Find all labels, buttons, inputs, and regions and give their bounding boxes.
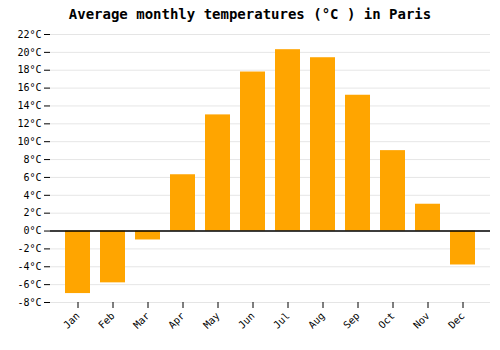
svg-text:18°C: 18°C bbox=[17, 64, 41, 75]
svg-text:0°C: 0°C bbox=[23, 225, 41, 236]
svg-text:6°C: 6°C bbox=[23, 172, 41, 183]
svg-text:4°C: 4°C bbox=[23, 190, 41, 201]
svg-text:Jun: Jun bbox=[236, 310, 257, 331]
svg-text:-4°C: -4°C bbox=[17, 261, 41, 272]
svg-text:Mar: Mar bbox=[131, 310, 152, 331]
svg-text:Jan: Jan bbox=[61, 310, 82, 331]
svg-text:-8°C: -8°C bbox=[17, 297, 41, 308]
svg-text:-6°C: -6°C bbox=[17, 279, 41, 290]
svg-text:22°C: 22°C bbox=[17, 29, 41, 40]
svg-text:May: May bbox=[201, 310, 222, 331]
svg-text:-2°C: -2°C bbox=[17, 243, 41, 254]
svg-text:Dec: Dec bbox=[446, 310, 467, 331]
svg-text:10°C: 10°C bbox=[17, 136, 41, 147]
svg-text:Nov: Nov bbox=[411, 310, 432, 331]
svg-text:Feb: Feb bbox=[96, 310, 117, 331]
svg-text:14°C: 14°C bbox=[17, 100, 41, 111]
svg-text:12°C: 12°C bbox=[17, 118, 41, 129]
svg-text:Sep: Sep bbox=[341, 310, 362, 331]
svg-text:Oct: Oct bbox=[376, 310, 397, 331]
svg-text:20°C: 20°C bbox=[17, 47, 41, 58]
svg-text:Aug: Aug bbox=[306, 310, 327, 331]
svg-text:Jul: Jul bbox=[271, 310, 292, 331]
svg-text:16°C: 16°C bbox=[17, 82, 41, 93]
svg-text:2°C: 2°C bbox=[23, 207, 41, 218]
svg-text:8°C: 8°C bbox=[23, 154, 41, 165]
svg-text:Apr: Apr bbox=[166, 310, 187, 331]
html-text:Average monthly temperatures (: Average monthly temperatures (°C ) in Pa… bbox=[68, 6, 432, 22]
